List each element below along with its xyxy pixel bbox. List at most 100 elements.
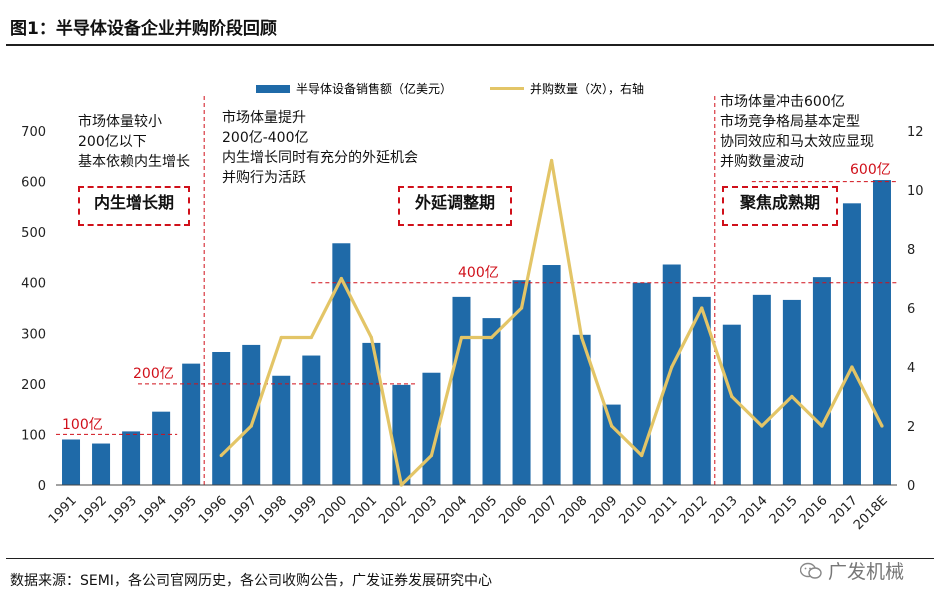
bar — [272, 375, 291, 485]
phase3-line-1: 市场体量冲击600亿 — [720, 94, 845, 110]
x-axis-tick-label: 2010 — [617, 493, 651, 527]
x-axis-tick-label: 2001 — [346, 493, 380, 527]
mergers-point — [429, 453, 434, 458]
mergers-point — [519, 306, 524, 310]
bar — [242, 344, 261, 485]
legend-bar-label: 半导体设备销售额（亿美元） — [296, 82, 453, 96]
x-axis-tick-label: 2014 — [737, 493, 771, 527]
bottom-rule — [6, 558, 934, 559]
watermark: 广发机械 — [799, 557, 904, 584]
phase2-annotation: 市场体量提升 200亿-400亿 内生增长同时有充分的外延机会 并购行为活跃 — [222, 108, 418, 188]
bar — [632, 282, 651, 485]
figure-title: 图1：半导体设备企业并购阶段回顾 — [10, 19, 277, 39]
right-axis-tick-label: 4 — [907, 361, 915, 376]
x-axis-tick-label: 2007 — [526, 493, 560, 527]
x-axis-tick-label: 1998 — [256, 493, 290, 527]
x-axis-tick-label: 2004 — [436, 493, 470, 527]
x-axis-tick-label: 2013 — [707, 493, 741, 527]
bar — [542, 265, 561, 485]
phase1-line-3: 基本依赖内生增长 — [78, 154, 190, 170]
bar — [302, 355, 321, 485]
x-axis-tick-label: 2008 — [556, 493, 590, 527]
mergers-point — [850, 365, 854, 369]
left-axis-tick-label: 100 — [21, 428, 46, 443]
level-600-label: 600亿 — [850, 162, 891, 178]
x-axis-tick-label: 2005 — [466, 493, 500, 527]
mergers-point — [610, 424, 614, 428]
mergers-point — [700, 306, 704, 310]
left-axis-tick-label: 200 — [21, 378, 46, 393]
right-axis-tick-label: 8 — [907, 243, 915, 258]
bar — [212, 351, 231, 485]
bar — [662, 264, 681, 485]
x-axis-tick-label: 2009 — [586, 493, 620, 527]
legend: 半导体设备销售额（亿美元） 并购数量（次），右轴 — [256, 80, 644, 97]
phase1-line-2: 200亿以下 — [78, 134, 147, 150]
left-axis-tick-label: 0 — [38, 479, 46, 494]
x-axis-tick-label: 1993 — [106, 493, 140, 527]
x-axis-tick-label: 2006 — [496, 493, 530, 527]
mergers-point — [580, 335, 584, 340]
source-note: 数据来源：SEMI，各公司官网历史，各公司收购公告，广发证券发展研究中心 — [10, 573, 492, 589]
bar — [692, 296, 711, 485]
x-axis-tick-label: 2012 — [677, 493, 711, 527]
mergers-point — [670, 365, 674, 369]
mergers-point — [820, 424, 824, 428]
level-100-label: 100亿 — [62, 417, 103, 433]
bar — [62, 439, 81, 485]
mergers-point — [489, 335, 494, 340]
left-axis-tick-label: 700 — [21, 125, 46, 140]
mergers-point — [790, 394, 794, 399]
bar — [152, 411, 171, 485]
left-axis-tick-label: 600 — [21, 176, 46, 191]
phase2-line-4: 并购行为活跃 — [222, 170, 306, 186]
left-axis-tick-label: 300 — [21, 327, 46, 342]
bar — [602, 404, 621, 485]
x-axis-tick-label: 1992 — [76, 493, 110, 527]
bar — [872, 180, 891, 485]
bar — [182, 363, 201, 485]
phase1-line-1: 市场体量较小 — [78, 114, 162, 130]
mergers-point — [279, 335, 283, 340]
mergers-point — [309, 335, 313, 340]
bar — [782, 299, 801, 485]
watermark-text: 广发机械 — [827, 561, 904, 583]
phase1-annotation: 市场体量较小 200亿以下 基本依赖内生增长 — [78, 112, 190, 172]
mergers-point — [399, 483, 404, 487]
right-axis-tick-label: 0 — [907, 479, 915, 494]
mergers-point — [760, 424, 764, 428]
bar — [362, 342, 381, 485]
x-axis-tick-label: 2003 — [406, 493, 440, 527]
x-axis-tick-label: 1994 — [136, 493, 170, 527]
x-axis-tick-label: 1995 — [166, 493, 200, 527]
bar — [842, 203, 861, 485]
mergers-point — [640, 453, 644, 458]
legend-bar-swatch — [256, 84, 290, 93]
mergers-point — [219, 453, 223, 458]
wechat-icon — [799, 562, 822, 579]
phase3-line-4: 并购数量波动 — [720, 154, 804, 170]
mergers-point — [339, 276, 343, 281]
x-axis-tick-label: 2018E — [851, 493, 891, 533]
x-axis-tick-label: 2002 — [376, 493, 410, 527]
bar — [812, 277, 831, 485]
bar — [722, 324, 741, 485]
x-axis-tick-label: 1997 — [226, 493, 260, 527]
phase3-box: 聚焦成熟期 — [722, 186, 838, 226]
bar — [122, 431, 141, 485]
bar — [482, 318, 501, 485]
right-axis-tick-label: 12 — [907, 125, 924, 140]
top-rule — [6, 44, 934, 46]
bar — [332, 243, 351, 485]
bar — [92, 443, 111, 485]
left-axis-tick-label: 400 — [21, 277, 46, 292]
right-axis-tick-label: 6 — [907, 302, 915, 317]
phase3-annotation: 市场体量冲击600亿 市场竞争格局基本定型 协同效应和马太效应显现 并购数量波动 — [720, 92, 874, 172]
mergers-point — [459, 335, 464, 340]
phase2-box: 外延调整期 — [398, 186, 512, 226]
x-axis-tick-label: 2016 — [797, 493, 831, 527]
x-axis-tick-label: 1996 — [196, 493, 230, 527]
level-200-label: 200亿 — [133, 366, 174, 382]
mergers-point — [730, 394, 734, 399]
